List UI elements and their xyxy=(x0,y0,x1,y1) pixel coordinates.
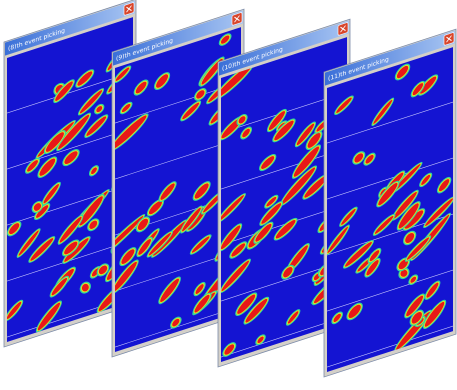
window: (11)th event picking xyxy=(323,29,457,380)
scene: (8)th event picking(9)th event picking(1… xyxy=(0,0,457,390)
plot-area xyxy=(327,47,453,372)
page: (8)th event picking(9)th event picking(1… xyxy=(0,0,457,390)
